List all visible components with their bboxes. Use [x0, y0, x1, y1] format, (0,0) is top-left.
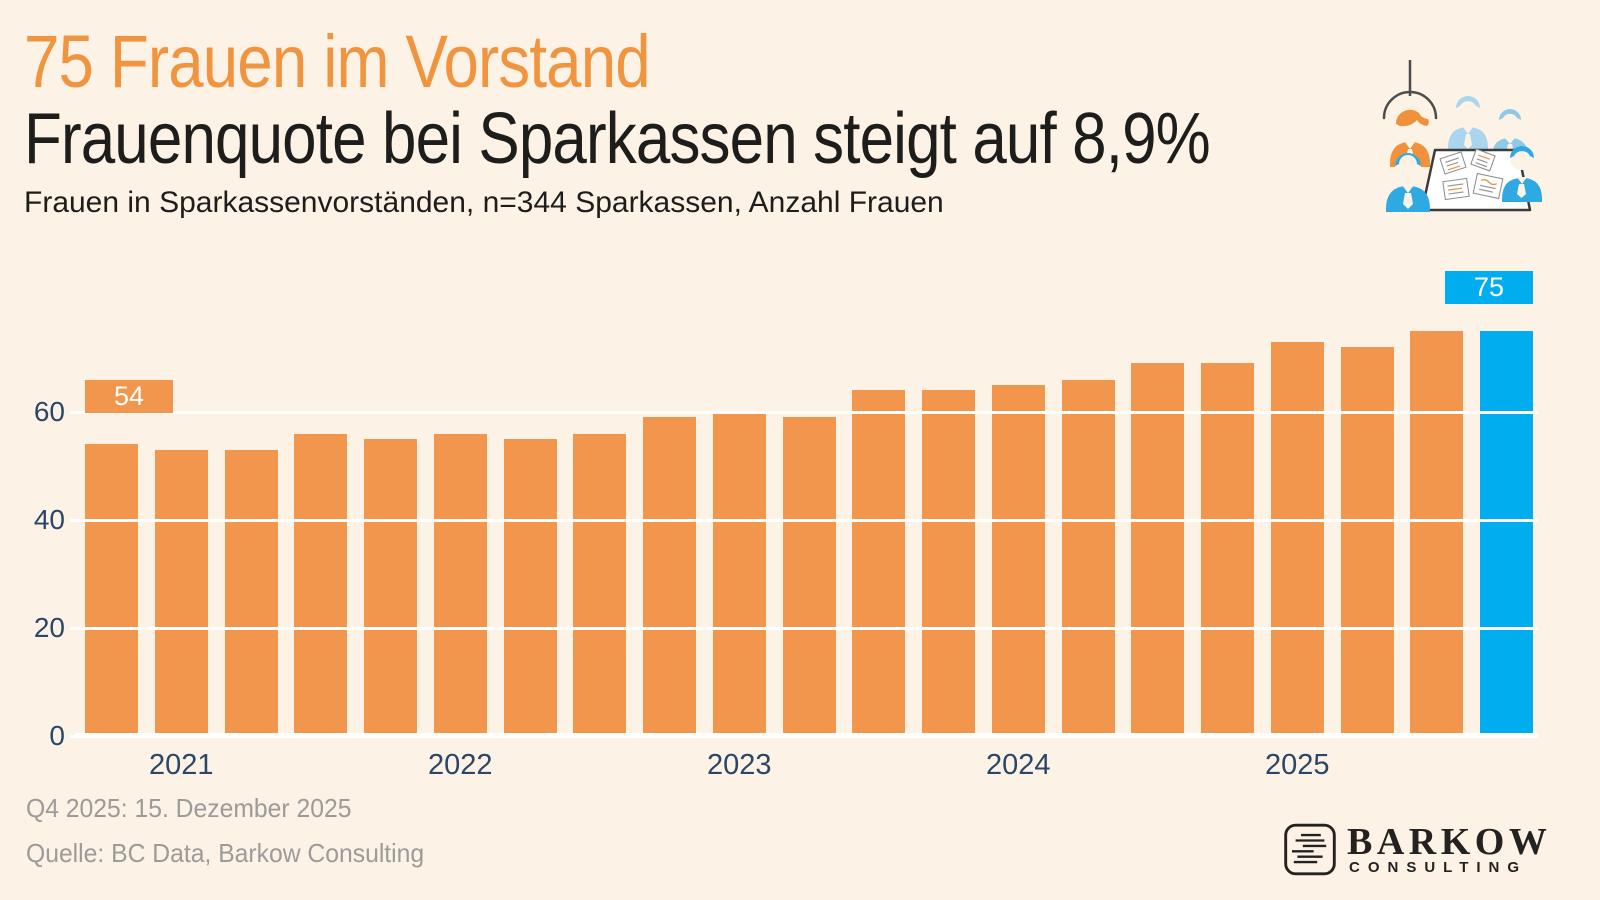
x-axis-label-2025: 2025	[1264, 749, 1330, 781]
bar-q4-2023	[922, 390, 975, 736]
bars-container	[85, 244, 1533, 736]
logo-subname: CONSULTING	[1349, 859, 1528, 876]
bar-q2-2021	[224, 449, 278, 736]
bar-q4-2020	[85, 444, 138, 736]
bar-q3-2025	[1410, 331, 1464, 736]
first-value-label: 54	[85, 380, 173, 413]
y-axis-label-0: 0	[49, 720, 65, 751]
y-tick-40	[70, 518, 80, 522]
bar-chart-plot-area: 54 75 0 20 40 60 2021 2022 2023 2024 2025	[34, 244, 1538, 781]
gridline-20	[77, 626, 1538, 630]
bar-q4-2025	[1480, 331, 1533, 736]
person-icon	[1502, 146, 1542, 202]
bar-q4-2022	[643, 417, 696, 736]
claw-icon	[1382, 60, 1438, 120]
source-note: Quelle: BC Data, Barkow Consulting	[26, 838, 425, 868]
bar-q1-2024	[991, 385, 1045, 736]
y-tick-60	[70, 410, 80, 414]
bar-q3-2021	[294, 433, 348, 736]
gridline-40	[77, 518, 1538, 522]
bar-q4-2024	[1201, 363, 1254, 736]
bar-q1-2022	[433, 433, 487, 736]
bar-q2-2023	[782, 417, 836, 736]
paper-icon	[1439, 151, 1467, 175]
bar-q1-2021	[154, 449, 208, 736]
logo-document-icon	[1284, 823, 1336, 876]
x-axis-label-2022: 2022	[427, 749, 493, 781]
bar-q3-2024	[1131, 363, 1185, 736]
footnote: Q4 2025: 15. Dezember 2025	[26, 793, 352, 823]
bar-q1-2025	[1270, 341, 1324, 736]
gridline-60	[77, 410, 1538, 414]
person-icon	[1448, 96, 1488, 151]
agenda-paper-icon	[1472, 172, 1504, 200]
bar-q2-2024	[1061, 379, 1115, 736]
paper-icon	[1470, 148, 1496, 172]
y-axis-label-40: 40	[33, 504, 65, 535]
x-axis-label-2021: 2021	[148, 749, 214, 781]
bar-q3-2022	[573, 433, 627, 736]
logo-name: BARKOW	[1347, 821, 1552, 863]
y-tick-20	[70, 626, 80, 630]
barkow-logo: BARKOW CONSULTING	[1283, 820, 1547, 882]
bar-q4-2021	[364, 439, 417, 736]
bar-q2-2022	[503, 439, 557, 736]
chart-description: Frauen in Sparkassenvorständen, n=344 Sp…	[24, 186, 944, 219]
page-title: 75 Frauen im Vorstand	[24, 20, 651, 103]
y-axis-label-60: 60	[33, 396, 65, 427]
y-axis-label-20: 20	[33, 612, 65, 643]
last-value-label: 75	[1445, 271, 1533, 304]
person-icon	[1386, 153, 1430, 212]
bar-q3-2023	[852, 390, 906, 736]
bar-q2-2025	[1340, 347, 1394, 736]
page-subtitle: Frauenquote bei Sparkassen steigt auf 8,…	[24, 99, 1211, 179]
boardroom-illustration	[1382, 60, 1542, 212]
x-axis-label-2024: 2024	[985, 749, 1051, 781]
x-axis-label-2023: 2023	[706, 749, 772, 781]
x-axis-line	[75, 733, 1538, 738]
paper-icon	[1442, 177, 1470, 201]
bar-q1-2023	[712, 412, 766, 736]
